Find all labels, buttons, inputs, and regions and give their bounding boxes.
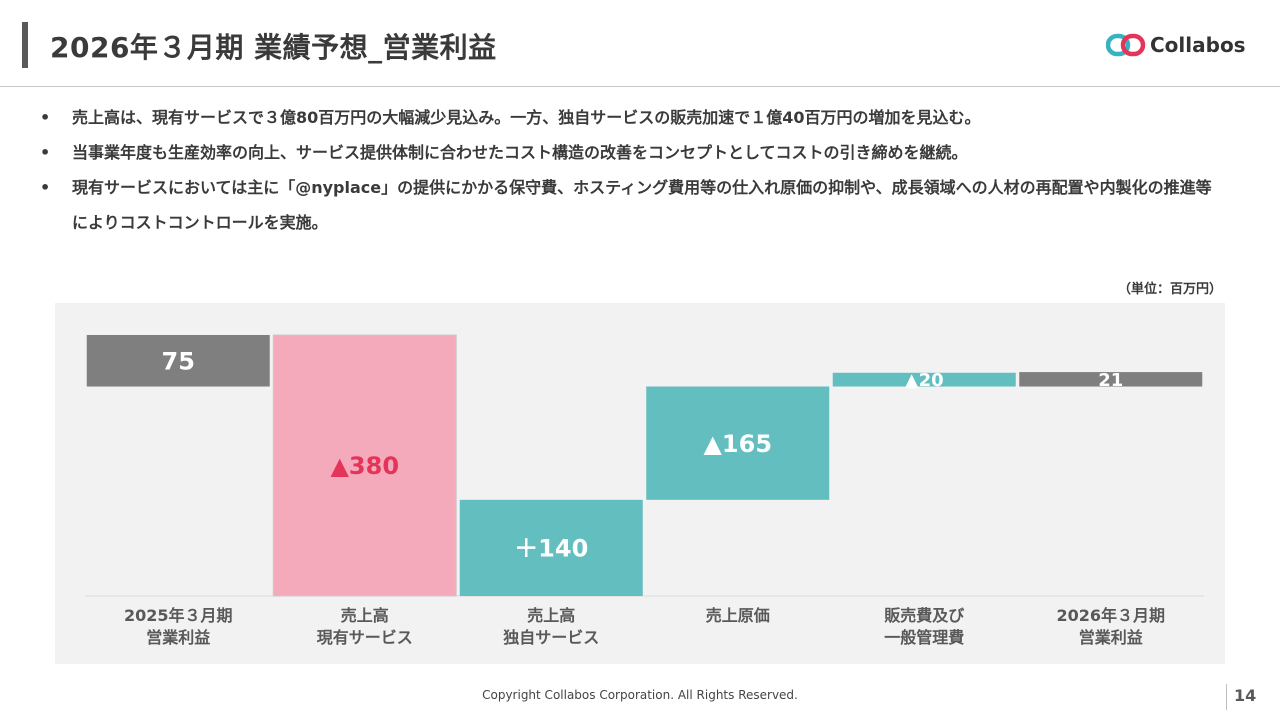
category-label: 売上高 [341, 606, 389, 625]
category-label: 一般管理費 [884, 628, 964, 647]
category-label: 2025年３月期 [124, 606, 233, 625]
bar-value-label: ＋140 [514, 535, 588, 563]
category-label: 販売費及び [884, 606, 965, 625]
waterfall-bar [832, 372, 1016, 387]
bar-value-label: 21 [1098, 370, 1123, 391]
chart-panel: 75 2025年３月期 営業利益 ▲380 売上高 現有サービス ＋140 売上高 独自サービス… [55, 303, 1225, 664]
waterfall-bar [1019, 372, 1203, 387]
waterfall-bar [272, 334, 457, 597]
bullet-item: 当事業年度も生産効率の向上、サービス提供体制に合わせたコスト構造の改善をコンセプ… [40, 135, 1220, 170]
logo-text: Collabos [1150, 33, 1246, 57]
bar-value-label: 75 [162, 347, 195, 375]
page-number: 14 [1234, 686, 1257, 705]
category-label: 売上原価 [706, 606, 770, 625]
category-label: 売上高 [527, 606, 575, 625]
category-label: 独自サービス [503, 628, 599, 647]
collabos-logo-icon [1106, 33, 1146, 57]
page-number-divider [1226, 684, 1227, 710]
bullet-item: 現有サービスにおいては主に「@nyplace」の提供にかかる保守費、ホスティング… [40, 170, 1220, 240]
category-label: 営業利益 [1079, 628, 1143, 647]
title-accent-bar [22, 22, 28, 68]
waterfall-bar [459, 499, 643, 596]
category-label: 2026年３月期 [1056, 606, 1165, 625]
waterfall-chart: 752025年３月期営業利益▲380売上高現有サービス＋140売上高独自サービス… [85, 334, 1204, 647]
bar-value-label: ▲380 [330, 452, 399, 480]
bar-value-label: ▲20 [905, 370, 944, 391]
bullet-item: 売上高は、現有サービスで３億80百万円の大幅減少見込み。一方、独自サービスの販売… [40, 100, 1220, 135]
bullet-list: 売上高は、現有サービスで３億80百万円の大幅減少見込み。一方、独自サービスの販売… [40, 100, 1220, 240]
header-divider [0, 86, 1280, 87]
waterfall-bar [646, 386, 830, 500]
waterfall-bar [86, 335, 270, 387]
bar-value-label: ▲165 [703, 430, 772, 458]
category-label: 営業利益 [146, 628, 210, 647]
page-title: 2026年３月期 業績予想_営業利益 [50, 31, 497, 64]
copyright-text: Copyright Collabos Corporation. All Righ… [482, 688, 798, 702]
category-label: 現有サービス [317, 628, 413, 647]
unit-label: （単位：百万円） [1117, 282, 1222, 297]
company-logo: Collabos [1106, 30, 1246, 60]
